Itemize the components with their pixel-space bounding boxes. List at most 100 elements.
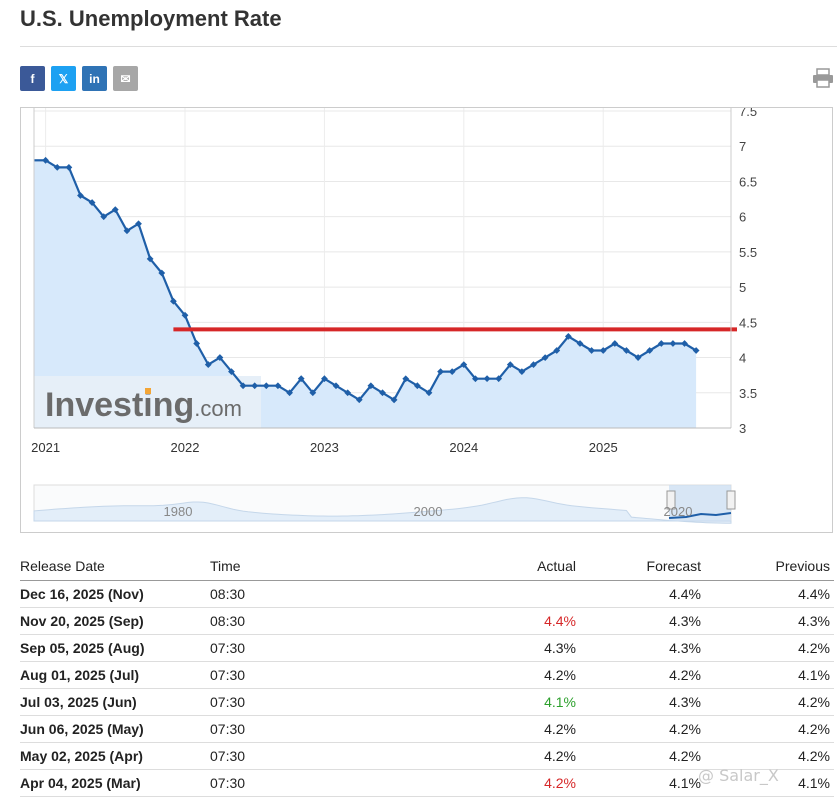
table-row: Sep 05, 2025 (Aug) 07:30 4.3% 4.3% 4.2% bbox=[20, 634, 834, 662]
linkedin-icon[interactable]: in bbox=[82, 66, 107, 91]
table-header-row: Release Date Time Actual Forecast Previo… bbox=[20, 552, 834, 581]
navigator-label: 2020 bbox=[664, 504, 693, 519]
data-point[interactable] bbox=[541, 354, 549, 361]
watermark-suffix: .com bbox=[194, 396, 242, 421]
data-point[interactable] bbox=[77, 192, 84, 199]
chart-container: 3 3.5 4 4.5 5 5.5 6 6.5 7 7.5 2021 2022 2023 2024 2025… bbox=[20, 107, 833, 533]
x-tick-label: 2021 bbox=[31, 440, 60, 455]
release-date-cell: Jul 03, 2025 (Jun) bbox=[20, 688, 210, 716]
header-actual[interactable]: Actual bbox=[400, 552, 580, 581]
actual-cell: 4.3% bbox=[400, 634, 580, 662]
header-forecast[interactable]: Forecast bbox=[580, 552, 705, 581]
facebook-icon[interactable]: f bbox=[20, 66, 45, 91]
time-cell: 07:30 bbox=[210, 634, 400, 662]
table-row: Apr 04, 2025 (Mar) 07:30 4.2% 4.1% 4.1% bbox=[20, 769, 834, 797]
data-point[interactable] bbox=[472, 375, 479, 383]
actual-cell: 4.4% bbox=[400, 607, 580, 635]
forecast-cell: 4.2% bbox=[580, 742, 705, 770]
x-icon[interactable]: 𝕏 bbox=[51, 66, 76, 91]
y-tick-label: 5.5 bbox=[739, 245, 757, 260]
x-tick-label: 2023 bbox=[310, 440, 339, 455]
y-tick-label: 3 bbox=[739, 421, 746, 436]
investing-watermark: Investing.com bbox=[34, 376, 261, 428]
data-point[interactable] bbox=[611, 340, 619, 347]
data-point[interactable] bbox=[657, 340, 665, 347]
release-date-cell: Dec 16, 2025 (Nov) bbox=[20, 580, 210, 608]
time-cell: 08:30 bbox=[210, 580, 400, 608]
actual-cell: 4.1% bbox=[400, 688, 580, 716]
email-icon[interactable]: ✉ bbox=[113, 66, 138, 91]
navigator-label: 1980 bbox=[164, 504, 193, 519]
navigator-handle[interactable] bbox=[666, 490, 676, 510]
data-point[interactable] bbox=[204, 361, 212, 368]
header-release-date[interactable]: Release Date bbox=[20, 552, 210, 581]
data-point[interactable] bbox=[332, 382, 340, 390]
release-date-cell: Sep 05, 2025 (Aug) bbox=[20, 634, 210, 662]
time-cell: 07:30 bbox=[210, 688, 400, 716]
page-title: U.S. Unemployment Rate bbox=[20, 6, 282, 31]
x-tick-label: 2024 bbox=[449, 440, 478, 455]
actual-cell: 4.2% bbox=[400, 661, 580, 689]
release-date-cell: May 02, 2025 (Apr) bbox=[20, 742, 210, 770]
printer-icon[interactable] bbox=[812, 68, 834, 88]
data-point[interactable] bbox=[135, 220, 142, 228]
data-point[interactable] bbox=[483, 375, 491, 383]
watermark-brand: Investing bbox=[45, 386, 194, 424]
time-cell: 07:30 bbox=[210, 661, 400, 689]
navigator-selected-line bbox=[668, 512, 732, 519]
data-point[interactable] bbox=[402, 375, 410, 383]
data-point[interactable] bbox=[193, 340, 201, 347]
table-row: Nov 20, 2025 (Sep) 08:30 4.4% 4.3% 4.3% bbox=[20, 607, 834, 635]
table-row: Jul 03, 2025 (Jun) 07:30 4.1% 4.3% 4.2% bbox=[20, 688, 834, 716]
previous-cell: 4.1% bbox=[705, 661, 834, 689]
previous-cell: 4.2% bbox=[705, 634, 834, 662]
y-tick-label: 6 bbox=[739, 210, 746, 225]
forecast-cell: 4.2% bbox=[580, 661, 705, 689]
data-point[interactable] bbox=[506, 361, 514, 368]
y-tick-label: 6.5 bbox=[739, 174, 757, 189]
series-area bbox=[34, 160, 697, 429]
data-point[interactable] bbox=[576, 340, 584, 347]
header-time[interactable]: Time bbox=[210, 552, 400, 581]
data-point[interactable] bbox=[181, 311, 189, 319]
forecast-cell: 4.3% bbox=[580, 607, 705, 635]
data-point[interactable] bbox=[495, 375, 503, 383]
data-point[interactable] bbox=[448, 368, 456, 376]
time-cell: 08:30 bbox=[210, 607, 400, 635]
forecast-cell: 4.2% bbox=[580, 715, 705, 743]
forecast-cell: 4.3% bbox=[580, 634, 705, 662]
navigator-label: 2000 bbox=[414, 504, 443, 519]
x-tick-label: 2025 bbox=[589, 440, 618, 455]
x-tick-label: 2022 bbox=[171, 440, 200, 455]
data-point[interactable] bbox=[355, 396, 363, 404]
data-point[interactable] bbox=[413, 382, 421, 390]
data-point[interactable] bbox=[111, 206, 119, 214]
watermark-box bbox=[34, 376, 261, 428]
forecast-cell: 4.3% bbox=[580, 688, 705, 716]
y-tick-label: 7 bbox=[739, 139, 746, 154]
data-point[interactable] bbox=[390, 396, 398, 404]
data-point[interactable] bbox=[170, 297, 177, 305]
data-point[interactable] bbox=[321, 375, 328, 383]
data-point[interactable] bbox=[100, 213, 108, 221]
release-date-cell: Jun 06, 2025 (May) bbox=[20, 715, 210, 743]
y-tick-label: 4 bbox=[739, 351, 746, 366]
data-point[interactable] bbox=[681, 340, 688, 347]
data-point[interactable] bbox=[42, 156, 49, 164]
release-date-cell: Nov 20, 2025 (Sep) bbox=[20, 607, 210, 635]
navigator-handle[interactable] bbox=[726, 490, 736, 510]
data-point[interactable] bbox=[274, 382, 282, 390]
data-point[interactable] bbox=[437, 368, 444, 376]
data-point[interactable] bbox=[530, 361, 537, 369]
navigator-series bbox=[33, 497, 732, 524]
header-previous[interactable]: Previous bbox=[705, 552, 834, 581]
actual-cell: 4.2% bbox=[400, 769, 580, 797]
previous-cell: 4.1% bbox=[705, 769, 834, 797]
data-point[interactable] bbox=[425, 389, 433, 397]
chart-canvas[interactable]: 3 3.5 4 4.5 5 5.5 6 6.5 7 7.5 2021 2022 2023 2024 2025… bbox=[21, 108, 832, 532]
y-tick-label: 4.5 bbox=[739, 315, 757, 330]
watermark-text: Investing.com bbox=[45, 386, 242, 424]
social-watermark: @ Salar_X bbox=[698, 766, 779, 785]
data-point[interactable] bbox=[239, 382, 247, 390]
